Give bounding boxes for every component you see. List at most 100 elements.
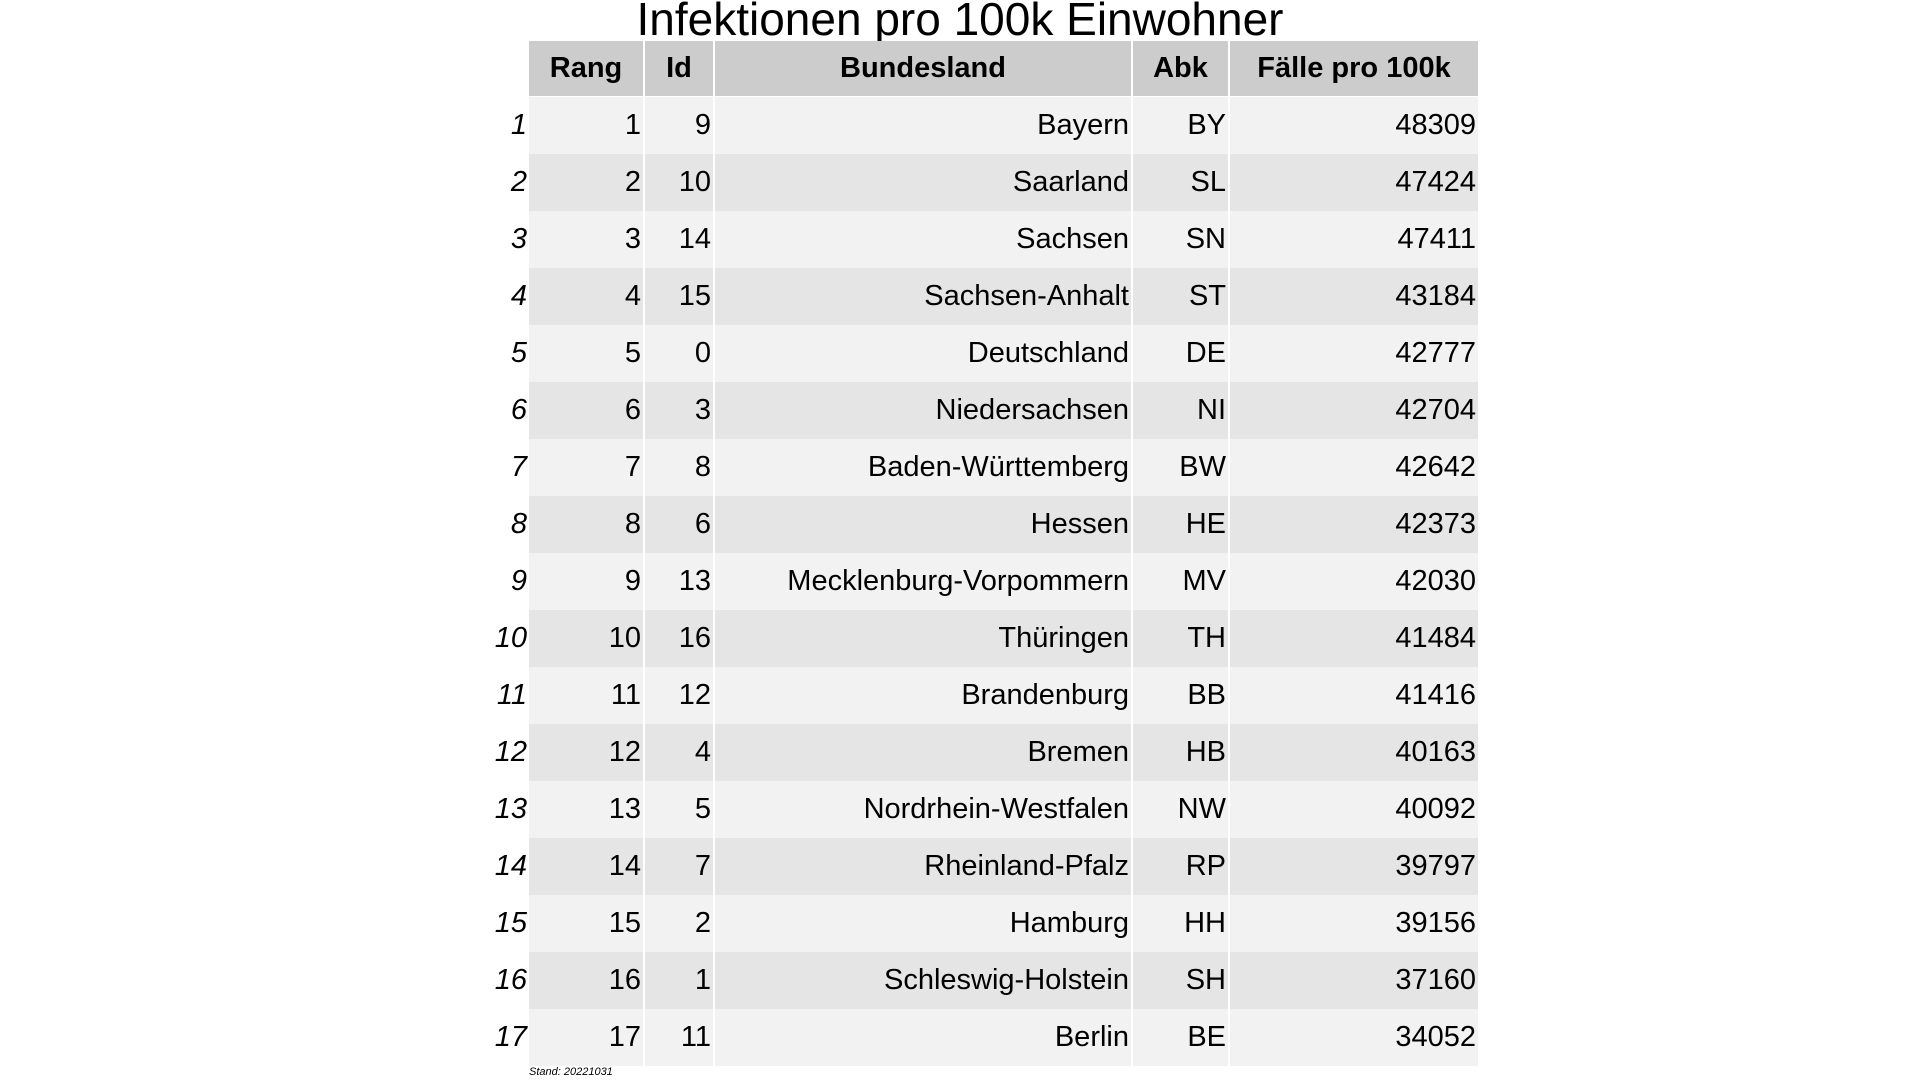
cases-cell: 42642 — [1230, 439, 1478, 496]
row-index: 5 — [510, 337, 527, 369]
row-index: 8 — [510, 508, 527, 540]
state-cell: Bayern — [715, 97, 1131, 154]
rank-cell: 6 — [529, 382, 643, 439]
cases-cell: 47424 — [1230, 154, 1478, 211]
abbrev-cell: ST — [1133, 268, 1228, 325]
abbrev-cell: HH — [1133, 895, 1228, 952]
id-cell: 1 — [645, 952, 713, 1009]
row-index: 12 — [494, 736, 527, 768]
state-cell: Schleswig-Holstein — [715, 952, 1131, 1009]
id-cell: 4 — [645, 724, 713, 781]
rank-cell: 16 — [529, 952, 643, 1009]
row-index: 6 — [510, 394, 527, 426]
rank-cell: 9 — [529, 553, 643, 610]
row-index: 14 — [494, 850, 527, 882]
row-index: 2 — [510, 166, 527, 198]
rank-cell: 7 — [529, 439, 643, 496]
rank-cell: 4 — [529, 268, 643, 325]
rank-cell: 13 — [529, 781, 643, 838]
column-header: Fälle pro 100k — [1230, 41, 1478, 96]
state-cell: Deutschland — [715, 325, 1131, 382]
rank-cell: 5 — [529, 325, 643, 382]
state-cell: Mecklenburg-Vorpommern — [715, 553, 1131, 610]
cases-cell: 48309 — [1230, 97, 1478, 154]
row-index: 13 — [494, 793, 527, 825]
id-cell: 7 — [645, 838, 713, 895]
state-cell: Nordrhein-Westfalen — [715, 781, 1131, 838]
row-index: 16 — [494, 964, 527, 996]
abbrev-cell: HB — [1133, 724, 1228, 781]
rank-cell: 2 — [529, 154, 643, 211]
row-index: 10 — [494, 622, 527, 654]
column-header: Rang — [529, 41, 643, 96]
id-cell: 12 — [645, 667, 713, 724]
cases-cell: 42030 — [1230, 553, 1478, 610]
cases-cell: 41416 — [1230, 667, 1478, 724]
rank-cell: 12 — [529, 724, 643, 781]
cases-cell: 39156 — [1230, 895, 1478, 952]
abbrev-cell: BY — [1133, 97, 1228, 154]
row-index: 7 — [510, 451, 527, 483]
column-header: Bundesland — [715, 41, 1131, 96]
cases-cell: 42704 — [1230, 382, 1478, 439]
abbrev-cell: TH — [1133, 610, 1228, 667]
id-cell: 6 — [645, 496, 713, 553]
id-cell: 16 — [645, 610, 713, 667]
state-cell: Hamburg — [715, 895, 1131, 952]
abbrev-cell: SH — [1133, 952, 1228, 1009]
state-cell: Sachsen-Anhalt — [715, 268, 1131, 325]
id-cell: 11 — [645, 1009, 713, 1066]
row-index: 3 — [510, 223, 527, 255]
cases-cell: 43184 — [1230, 268, 1478, 325]
abbrev-cell: NW — [1133, 781, 1228, 838]
abbrev-cell: BB — [1133, 667, 1228, 724]
state-cell: Brandenburg — [715, 667, 1131, 724]
row-index: 11 — [496, 679, 527, 711]
id-cell: 15 — [645, 268, 713, 325]
rank-cell: 8 — [529, 496, 643, 553]
id-cell: 3 — [645, 382, 713, 439]
id-cell: 9 — [645, 97, 713, 154]
state-cell: Rheinland-Pfalz — [715, 838, 1131, 895]
rank-cell: 3 — [529, 211, 643, 268]
cases-cell: 40092 — [1230, 781, 1478, 838]
abbrev-cell: HE — [1133, 496, 1228, 553]
state-cell: Sachsen — [715, 211, 1131, 268]
rank-cell: 10 — [529, 610, 643, 667]
state-cell: Berlin — [715, 1009, 1131, 1066]
column-header: Abk — [1133, 41, 1228, 96]
cases-cell: 42777 — [1230, 325, 1478, 382]
state-cell: Niedersachsen — [715, 382, 1131, 439]
cases-cell: 37160 — [1230, 952, 1478, 1009]
abbrev-cell: SN — [1133, 211, 1228, 268]
id-cell: 5 — [645, 781, 713, 838]
abbrev-cell: BE — [1133, 1009, 1228, 1066]
id-cell: 0 — [645, 325, 713, 382]
row-index: 1 — [510, 109, 527, 141]
state-cell: Saarland — [715, 154, 1131, 211]
id-cell: 2 — [645, 895, 713, 952]
state-cell: Bremen — [715, 724, 1131, 781]
footnote: Stand: 20221031 — [529, 1066, 613, 1078]
row-index: 17 — [494, 1021, 527, 1053]
id-cell: 13 — [645, 553, 713, 610]
id-cell: 10 — [645, 154, 713, 211]
rank-cell: 14 — [529, 838, 643, 895]
rank-cell: 11 — [529, 667, 643, 724]
cases-cell: 42373 — [1230, 496, 1478, 553]
column-header: Id — [645, 41, 713, 96]
cases-cell: 40163 — [1230, 724, 1478, 781]
abbrev-cell: DE — [1133, 325, 1228, 382]
row-index: 9 — [510, 565, 527, 597]
state-cell: Baden-Württemberg — [715, 439, 1131, 496]
abbrev-cell: BW — [1133, 439, 1228, 496]
rank-cell: 1 — [529, 97, 643, 154]
cases-cell: 47411 — [1230, 211, 1478, 268]
abbrev-cell: NI — [1133, 382, 1228, 439]
abbrev-cell: SL — [1133, 154, 1228, 211]
cases-cell: 41484 — [1230, 610, 1478, 667]
abbrev-cell: MV — [1133, 553, 1228, 610]
row-index: 4 — [510, 280, 527, 312]
id-cell: 8 — [645, 439, 713, 496]
